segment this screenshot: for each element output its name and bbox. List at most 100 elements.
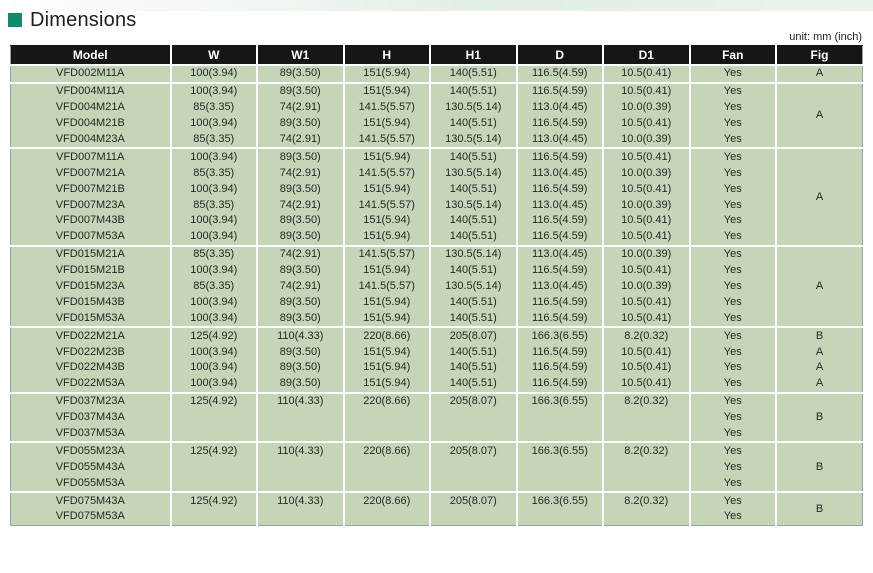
value-cell: 89(3.50) [256,294,344,311]
value-cell [342,425,430,443]
table-row: VFD075M53A Yes [10,509,863,526]
value-cell: Yes [688,244,776,263]
value-cell: 151(5.94) [342,147,430,166]
value-cell: 140(5.51) [429,294,517,311]
value-cell: 100(3.94) [169,64,257,83]
value-cell: 205(8.07) [429,391,517,410]
value-cell: 89(3.50) [256,181,344,198]
value-cell: 113.0(4.45) [515,197,603,214]
fig-cell: B [775,391,863,443]
fig-cell: A [775,344,863,361]
model-cell: VFD007M11A [10,147,171,166]
value-cell: 10.5(0.41) [602,147,690,166]
table-row: VFD037M23A 125(4.92) 110(4.33) 220(8.66) 205… [10,391,863,443]
value-cell: 130.5(5.14) [429,278,517,295]
value-cell: 130.5(5.14) [429,131,517,149]
model-cell: VFD004M11A [10,81,171,100]
model-cell: VFD007M21A [10,165,171,182]
value-cell: 74(2.91) [256,99,344,116]
value-cell: 151(5.94) [342,360,430,376]
value-cell: 10.5(0.41) [602,310,690,328]
page-title: Dimensions [30,8,137,31]
value-cell: Yes [688,360,776,376]
value-cell: 220(8.66) [342,391,430,410]
value-cell: 116.5(4.59) [515,310,603,328]
value-cell: 85(3.35) [169,244,257,263]
value-cell: 116.5(4.59) [515,181,603,198]
value-cell: 100(3.94) [169,181,257,198]
value-cell: 140(5.51) [429,81,517,100]
value-cell: 140(5.51) [429,213,517,229]
value-cell [602,475,690,493]
value-cell: 116.5(4.59) [515,81,603,100]
model-cell: VFD022M43B [10,360,171,376]
value-cell [169,409,257,426]
value-cell: 10.5(0.41) [602,344,690,361]
value-cell: 141.5(5.57) [342,244,430,263]
value-cell [515,509,603,526]
column-header: W1 [256,45,344,66]
model-cell: VFD015M21A [10,244,171,263]
unit-label: unit: mm (inch) [789,31,862,43]
value-cell: 85(3.35) [169,165,257,182]
dimensions-table-body: VFD002M11A 100(3.94) 89(3.50) 151(5.94) 140(… [10,64,863,526]
value-cell [602,509,690,526]
table-row: VFD007M11A 100(3.94) 89(3.50) 151(5.94) 140(… [10,147,863,246]
table-row: VFD004M21A 85(3.35) 74(2.91) 141.5(5.57) 130… [10,99,863,116]
model-cell: VFD015M23A [10,278,171,295]
value-cell: 166.3(6.55) [515,491,603,510]
value-cell: 151(5.94) [342,115,430,132]
model-cell: VFD015M21B [10,262,171,279]
value-cell: 151(5.94) [342,81,430,100]
value-cell: 205(8.07) [429,326,517,345]
value-cell: 89(3.50) [256,375,344,393]
value-cell: Yes [688,509,776,526]
header-row: Model W W1 H H1 D D1 Fan Fig [10,45,863,66]
fig-cell: A [775,64,863,83]
value-cell: 205(8.07) [429,491,517,510]
value-cell: 140(5.51) [429,115,517,132]
value-cell: 74(2.91) [256,244,344,263]
fig-cell: B [775,326,863,345]
value-cell: Yes [688,197,776,214]
table-row: VFD004M23A 85(3.35) 74(2.91) 141.5(5.57) 130… [10,131,863,149]
value-cell: 85(3.35) [169,99,257,116]
value-cell: 89(3.50) [256,360,344,376]
value-cell: 130.5(5.14) [429,99,517,116]
model-cell: VFD007M23A [10,197,171,214]
table-row: VFD075M43A 125(4.92) 110(4.33) 220(8.66) 205… [10,491,863,526]
column-header: Fan [688,45,776,66]
value-cell: 141.5(5.57) [342,99,430,116]
fig-cell: B [775,441,863,493]
value-cell: Yes [688,181,776,198]
value-cell: Yes [688,131,776,149]
table-row: VFD037M53A Yes [10,425,863,443]
value-cell: 100(3.94) [169,360,257,376]
value-cell [602,409,690,426]
value-cell: 10.5(0.41) [602,64,690,83]
value-cell: 89(3.50) [256,147,344,166]
value-cell: Yes [688,344,776,361]
table-row: VFD015M21B 100(3.94) 89(3.50) 151(5.94) 140(… [10,262,863,279]
value-cell [429,475,517,493]
value-cell: 100(3.94) [169,81,257,100]
value-cell [429,409,517,426]
value-cell: 116.5(4.59) [515,147,603,166]
value-cell: 140(5.51) [429,228,517,246]
value-cell: 116.5(4.59) [515,64,603,83]
value-cell: 113.0(4.45) [515,278,603,295]
value-cell: 89(3.50) [256,115,344,132]
fig-cell: A [775,244,863,328]
value-cell: 116.5(4.59) [515,228,603,246]
value-cell: 100(3.94) [169,294,257,311]
table-row: VFD022M23B 100(3.94) 89(3.50) 151(5.94) 140(… [10,344,863,361]
value-cell: Yes [688,441,776,460]
value-cell: 116.5(4.59) [515,213,603,229]
value-cell: Yes [688,459,776,476]
value-cell: 151(5.94) [342,375,430,393]
value-cell: 125(4.92) [169,491,257,510]
value-cell: 8.2(0.32) [602,491,690,510]
value-cell: 10.5(0.41) [602,115,690,132]
table-row: VFD055M43A Yes [10,459,863,476]
dimensions-table: Model W W1 H H1 D D1 Fan Fig VFD002M11A 100(3.94)… [10,45,863,526]
